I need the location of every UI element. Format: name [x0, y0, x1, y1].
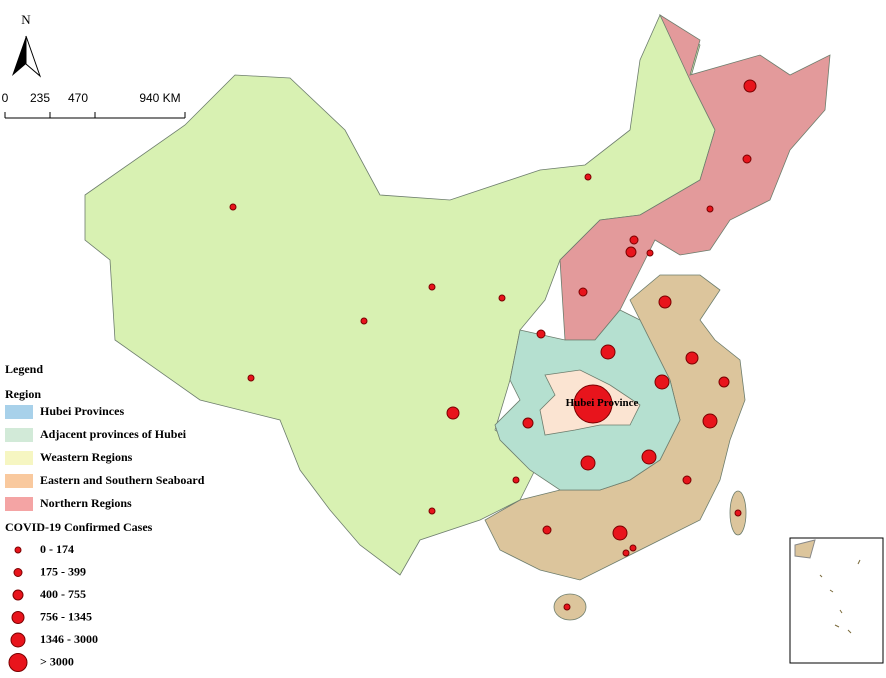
northern-regions — [559, 13, 831, 341]
legend-cases-title: COVID-19 Confirmed Cases — [5, 520, 153, 534]
case-dot — [658, 295, 672, 309]
arrow-right — [25, 35, 42, 78]
legend-cases-label: 0 - 174 — [40, 542, 74, 556]
map-regions — [84, 13, 831, 621]
legend-swatch — [5, 405, 33, 419]
case-dot — [247, 374, 255, 382]
legend-region-label: Northern Regions — [40, 496, 132, 510]
legend-cases-label: 756 - 1345 — [40, 609, 92, 623]
legend-swatch — [5, 474, 33, 488]
case-dot — [654, 374, 670, 390]
legend-cases-label: 1346 - 3000 — [40, 632, 98, 646]
scale-label: 470 — [68, 91, 88, 105]
case-dot — [743, 79, 757, 93]
case-dot — [629, 235, 639, 245]
case-dot — [646, 249, 654, 257]
case-dot — [542, 525, 552, 535]
legend-cases-label: > 3000 — [40, 654, 74, 668]
case-dot — [428, 507, 436, 515]
legend-swatch — [5, 451, 33, 465]
legend-dot — [11, 611, 25, 624]
case-dot — [718, 376, 730, 388]
case-dot — [742, 154, 752, 164]
arrow-left — [12, 36, 26, 76]
scale-label: 235 — [30, 91, 50, 105]
case-dot — [563, 603, 571, 611]
case-dot — [522, 417, 534, 429]
case-dots — [229, 79, 757, 611]
scale-label: 0 — [2, 91, 9, 105]
legend-swatch — [5, 428, 33, 442]
case-dot — [446, 406, 460, 420]
legend-region-label: Weastern Regions — [40, 450, 133, 464]
case-dot — [229, 203, 237, 211]
case-dot — [600, 344, 616, 360]
case-dot — [622, 549, 630, 557]
case-dot — [573, 384, 613, 424]
case-dot — [536, 329, 546, 339]
legend-cases-label: 175 - 399 — [40, 564, 86, 578]
case-dot — [682, 475, 692, 485]
case-dot — [584, 173, 592, 181]
legend-swatch — [5, 497, 33, 511]
case-dot — [578, 287, 588, 297]
legend-region-label: Adjacent provinces of Hubei — [40, 427, 187, 441]
legend-dot — [12, 589, 24, 601]
legend-dot — [10, 632, 26, 648]
legend-title: Legend — [5, 362, 43, 376]
scale-bar: 0 235 470 940 KM — [2, 91, 186, 119]
inset-islands — [819, 559, 861, 634]
legend-region-label: Eastern and Southern Seaboard — [40, 473, 205, 487]
legend-dot — [13, 568, 23, 577]
scale-label: 940 KM — [139, 91, 180, 105]
case-dot — [625, 246, 637, 258]
hubei-label: Hubei Province — [566, 397, 639, 409]
legend: Legend Region COVID-19 Confirmed Cases H… — [5, 362, 205, 672]
case-dot — [702, 413, 718, 429]
north-label: N — [21, 12, 31, 27]
case-dot — [512, 476, 520, 484]
legend-dot — [14, 546, 22, 554]
case-dot — [734, 509, 742, 517]
case-dot — [629, 544, 637, 552]
north-arrow: N — [12, 12, 42, 78]
case-dot — [706, 205, 714, 213]
legend-dot — [8, 653, 28, 672]
legend-region-label: Hubei Provinces — [40, 404, 124, 418]
case-dot — [580, 455, 596, 471]
inset-map — [789, 537, 884, 664]
case-dot — [612, 525, 628, 541]
legend-cases-label: 400 - 755 — [40, 587, 86, 601]
legend-region-title: Region — [5, 387, 41, 401]
inset-land — [794, 539, 816, 559]
inset-frame — [789, 537, 884, 664]
case-dot — [428, 283, 436, 291]
scale-line — [4, 112, 186, 119]
case-dot — [641, 449, 657, 465]
case-dot — [498, 294, 506, 302]
case-dot — [685, 351, 699, 365]
case-dot — [360, 317, 368, 325]
